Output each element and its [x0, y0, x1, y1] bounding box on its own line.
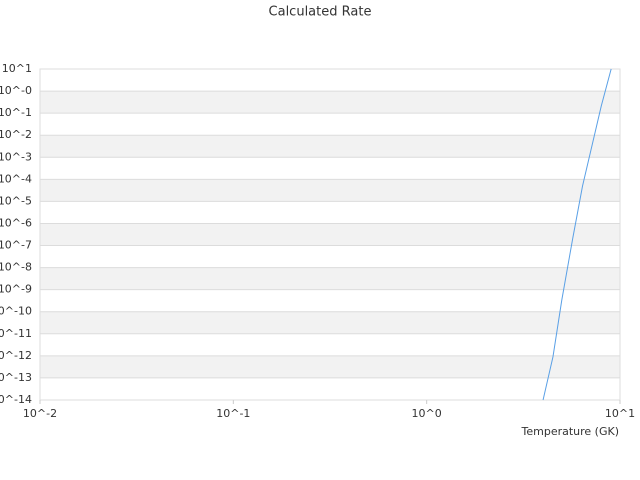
x-tick-label: 10^0 — [412, 407, 442, 420]
x-tick-label: 10^-1 — [216, 407, 250, 420]
y-tick-label: 10^-0 — [0, 84, 32, 97]
y-tick-label: 10^-14 — [0, 393, 32, 406]
grid-band — [40, 355, 620, 378]
y-tick-label: 10^-10 — [0, 305, 32, 318]
y-tick-label: 10^-8 — [0, 261, 32, 274]
y-tick-label: 10^-6 — [0, 216, 32, 229]
y-tick-label: 10^1 — [2, 62, 32, 75]
y-tick-label: 10^-13 — [0, 371, 32, 384]
y-tick-label: 10^-2 — [0, 128, 32, 141]
plot-frame — [39, 68, 621, 401]
y-tick-label: 10^-9 — [0, 283, 32, 296]
grid-band — [40, 311, 620, 334]
x-tick-label: 10^-2 — [23, 407, 57, 420]
grid-band — [40, 135, 620, 158]
y-tick-label: 10^-7 — [0, 239, 32, 252]
chart-title: Calculated Rate — [269, 5, 372, 20]
grid-band — [40, 91, 620, 114]
x-tick-label: 10^1 — [605, 407, 635, 420]
data-line — [542, 68, 612, 401]
y-tick-label: 10^-3 — [0, 150, 32, 163]
y-tick-label: 10^-5 — [0, 194, 32, 207]
grid-band — [40, 223, 620, 246]
grid-band — [40, 267, 620, 290]
y-tick-label: 10^-4 — [0, 172, 32, 185]
grid-band — [40, 179, 620, 202]
y-tick-label: 10^-11 — [0, 327, 32, 340]
x-axis-label: Temperature (GK) — [521, 425, 620, 438]
y-tick-label: 10^-1 — [0, 106, 32, 119]
y-tick-label: 10^-12 — [0, 349, 32, 362]
